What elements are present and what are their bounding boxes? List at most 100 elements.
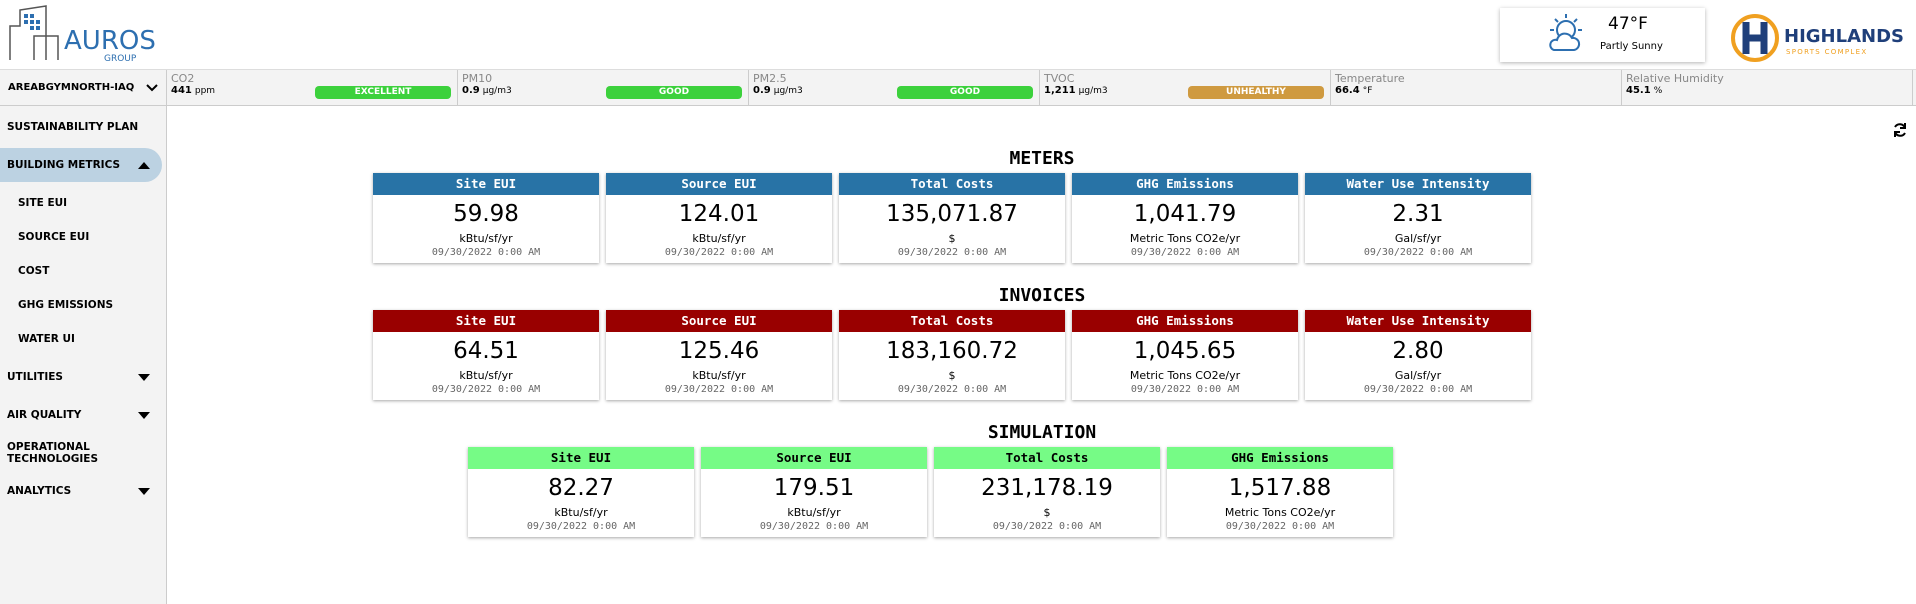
nav-subitem[interactable]: COST: [18, 265, 50, 277]
header: AUROS GROUP 47°F Partly Sunny HIGHLANDS …: [0, 0, 1916, 70]
sensor-value-row: 1,211 µg/m3: [1044, 85, 1326, 96]
card-date: 09/30/2022 0:00 AM: [897, 247, 1007, 258]
chevron: [146, 83, 158, 91]
card-date: 09/30/2022 0:00 AM: [664, 247, 774, 258]
nav-label: SUSTAINABILITY PLAN: [7, 121, 139, 133]
sensor-label: TVOC: [1044, 72, 1075, 85]
card-unit: Gal/sf/yr: [1394, 232, 1442, 245]
sensor: CO2 441 ppm EXCELLENT: [167, 70, 458, 105]
card-value: 179.51: [773, 475, 855, 501]
metric-card: Site EUI 82.27 kBtu/sf/yr 09/30/2022 0:00 A…: [468, 447, 694, 537]
caret: [138, 373, 150, 381]
card-unit: kBtu/sf/yr: [692, 369, 746, 382]
sensor-unit: µg/m3: [1078, 86, 1108, 96]
refresh-button[interactable]: [1892, 122, 1908, 138]
nav-label: BUILDING METRICS: [7, 159, 121, 171]
logo-sub: GROUP: [104, 54, 137, 64]
card-header: Source EUI: [606, 173, 832, 195]
card-header: Site EUI: [468, 447, 694, 469]
nav-item[interactable]: AIR QUALITY: [0, 398, 162, 432]
sensor-value-row: 45.1%: [1626, 85, 1908, 96]
sensor-value-row: 0.9 µg/m3: [462, 85, 744, 96]
nav-subitem[interactable]: SOURCE EUI: [18, 231, 90, 243]
card-unit: $: [1043, 506, 1051, 519]
metric-card: Total Costs 231,178.19 $09/30/2022 0:00 AM: [934, 447, 1160, 537]
card-header: GHG Emissions: [1167, 447, 1393, 469]
metric-card: GHG Emissions 1,041.79 Metric Tons CO2e/yr…: [1072, 173, 1298, 263]
card-unit: kBtu/sf/yr: [787, 506, 841, 519]
section-title: SIMULATION: [987, 422, 1097, 443]
metric-card: Source EUI 124.01 kBtu/sf/yr 09/30/2022 0:0…: [606, 173, 832, 263]
sensor-label: Temperature: [1335, 72, 1405, 85]
nav-subitem[interactable]: GHG EMISSIONS: [18, 299, 114, 311]
metric-card: Water Use Intensity 2.31 Gal/sf/yr 09/30/20…: [1305, 173, 1531, 263]
brand-logo: HIGHLANDS SPORTS COMPLEX: [1731, 14, 1904, 62]
metric-card: Source EUI 179.51 kBtu/sf/yr 09/30/2022 0:0…: [701, 447, 927, 537]
card-header: GHG Emissions: [1072, 310, 1298, 332]
card-unit: kBtu/sf/yr: [459, 232, 513, 245]
card-value: 59.98: [453, 201, 519, 227]
sensor: Temperature 66.4 °F: [1331, 70, 1622, 105]
status-pill: GOOD: [897, 86, 1033, 99]
nav-item[interactable]: ANALYTICS: [0, 474, 162, 508]
card-unit: $: [948, 232, 956, 245]
logo-mark: AUROS GROUP: [9, 5, 156, 64]
card-header: Site EUI: [373, 173, 599, 195]
card-date: 09/30/2022 0:00 AM: [992, 521, 1102, 532]
nav-label: OPERATIONAL TECHNOLOGIES: [7, 441, 99, 465]
weather-temp: 47°F: [1608, 14, 1648, 34]
weather-icon: [1549, 14, 1582, 51]
sensor-label: PM10: [462, 72, 493, 85]
card-header: Water Use Intensity: [1305, 310, 1531, 332]
nav-item[interactable]: BUILDING METRICS: [0, 148, 162, 182]
card-value: 2.31: [1392, 201, 1444, 227]
card-date: 09/30/2022 0:00 AM: [431, 247, 541, 258]
weather-widget: 47°F Partly Sunny: [1500, 8, 1705, 62]
card-date: 09/30/2022 0:00 AM: [1363, 247, 1473, 258]
nav-item[interactable]: UTILITIES: [0, 360, 162, 394]
main: METERS Site EUI 59.98 kBtu/sf/yr 09/30/2022 …: [168, 106, 1916, 604]
nav-item[interactable]: OPERATIONAL TECHNOLOGIES: [0, 436, 162, 470]
metric-card: Total Costs 183,160.72 $09/30/2022 0:00 AM: [839, 310, 1065, 400]
sensor-unit: %: [1653, 86, 1663, 96]
card-unit: kBtu/sf/yr: [692, 232, 746, 245]
card-header: Water Use Intensity: [1305, 173, 1531, 195]
nav-label: UTILITIES: [7, 371, 63, 383]
card-row: Site EUI 59.98 kBtu/sf/yr 09/30/2022 0:00 A…: [0, 173, 1916, 263]
metric-card: GHG Emissions 1,045.65 Metric Tons CO2e/yr…: [1072, 310, 1298, 400]
sensor-value: 441: [171, 85, 192, 96]
card-value: 1,041.79: [1133, 201, 1237, 227]
card-row: Site EUI 82.27 kBtu/sf/yr 09/30/2022 0:00 A…: [468, 447, 1916, 537]
caret: [138, 161, 150, 169]
card-date: 09/30/2022 0:00 AM: [1130, 384, 1240, 395]
logo[interactable]: AUROS GROUP: [6, 4, 166, 68]
card-value: 64.51: [453, 338, 519, 364]
nav-subitem[interactable]: WATER UI: [18, 333, 75, 345]
metric-card: Site EUI 59.98 kBtu/sf/yr 09/30/2022 0:00 A…: [373, 173, 599, 263]
card-unit: kBtu/sf/yr: [554, 506, 608, 519]
sensor-label: PM2.5: [753, 72, 787, 85]
sensor: PM10 0.9 µg/m3 GOOD: [458, 70, 749, 105]
sensor-unit: µg/m3: [773, 86, 803, 96]
location: AREABGYMNORTH-IAQ: [8, 82, 135, 93]
sensor-bar: AREABGYMNORTH-IAQ CO2 441 ppm EXCELLENT PM10…: [0, 70, 1916, 106]
caret: [138, 411, 150, 419]
card-value: 231,178.19: [981, 475, 1113, 501]
card-header: Total Costs: [934, 447, 1160, 469]
card-value: 1,045.65: [1133, 338, 1237, 364]
metric-card: Source EUI 125.46 kBtu/sf/yr 09/30/2022 0:0…: [606, 310, 832, 400]
nav-item[interactable]: SUSTAINABILITY PLAN: [0, 110, 162, 144]
brand-sub: SPORTS COMPLEX: [1786, 48, 1867, 56]
card-value: 1,517.88: [1228, 475, 1332, 501]
card-date: 09/30/2022 0:00 AM: [526, 521, 636, 532]
card-unit: Gal/sf/yr: [1394, 369, 1442, 382]
sensor-unit: ppm: [194, 86, 216, 96]
caret: [138, 487, 150, 495]
nav-label: AIR QUALITY: [7, 409, 82, 421]
location-select[interactable]: AREABGYMNORTH-IAQ: [0, 70, 167, 105]
card-unit: Metric Tons CO2e/yr: [1224, 506, 1336, 519]
card-header: Source EUI: [606, 310, 832, 332]
card-value: 135,071.87: [886, 201, 1018, 227]
nav-subitem[interactable]: SITE EUI: [18, 197, 68, 209]
